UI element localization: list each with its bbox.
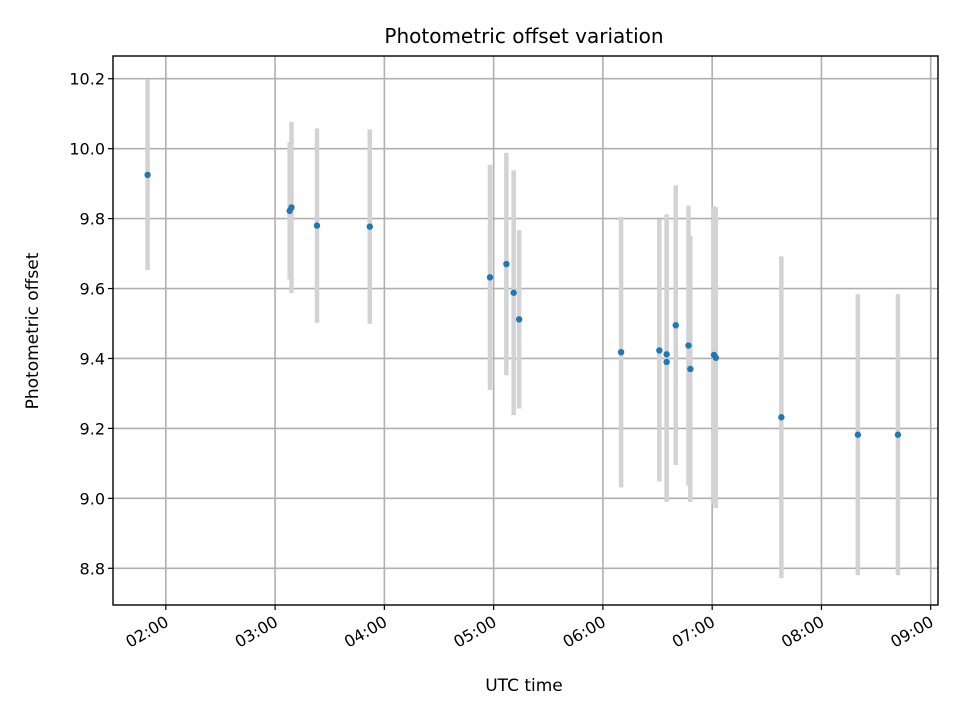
y-tick-label: 8.8 <box>80 559 105 578</box>
data-point <box>313 222 321 229</box>
data-point <box>617 348 625 356</box>
data-point <box>685 342 692 349</box>
plot-frame <box>112 55 939 606</box>
data-points <box>144 171 902 438</box>
x-tick-label: 02:00 <box>122 612 171 652</box>
data-point <box>854 431 862 438</box>
y-tick-label: 9.8 <box>80 210 105 229</box>
x-tick-label: 08:00 <box>778 612 827 652</box>
data-point <box>656 347 663 354</box>
data-point <box>712 354 720 361</box>
y-tick-label: 10.0 <box>69 140 105 159</box>
x-tick-label: 06:00 <box>559 612 608 652</box>
data-point <box>894 431 902 438</box>
data-point <box>486 274 494 281</box>
x-tick-label: 09:00 <box>887 612 936 652</box>
x-tick-label: 07:00 <box>669 612 718 652</box>
data-point <box>778 414 785 421</box>
x-axis-label: UTC time <box>485 676 563 696</box>
y-tick-label: 9.4 <box>80 349 105 368</box>
x-tick-label: 03:00 <box>232 612 281 652</box>
data-point <box>663 351 670 358</box>
grid <box>113 56 938 605</box>
y-tick-label: 9.6 <box>80 280 105 299</box>
data-point <box>366 223 373 230</box>
y-axis-ticks: 8.8 9.0 9.2 9.4 9.6 9.8 10.0 10.2 <box>69 70 113 578</box>
x-tick-label: 05:00 <box>450 612 499 652</box>
data-point <box>288 204 295 211</box>
chart-title: Photometric offset variation <box>384 24 663 48</box>
y-tick-label: 10.2 <box>69 70 105 89</box>
data-point <box>515 316 523 323</box>
data-point <box>687 365 694 373</box>
y-axis-label: Photometric offset <box>23 252 43 409</box>
data-point <box>510 289 517 296</box>
y-tick-label: 9.2 <box>80 419 105 438</box>
x-axis-ticks: 02:00 03:00 04:00 05:00 06:00 07:00 08:00 09:00 <box>122 605 937 652</box>
data-point <box>663 358 670 366</box>
data-point <box>672 322 679 329</box>
data-point <box>503 260 510 268</box>
y-tick-label: 9.0 <box>80 489 105 508</box>
data-point <box>144 171 151 179</box>
error-bars <box>145 79 901 579</box>
x-tick-label: 04:00 <box>341 612 390 652</box>
